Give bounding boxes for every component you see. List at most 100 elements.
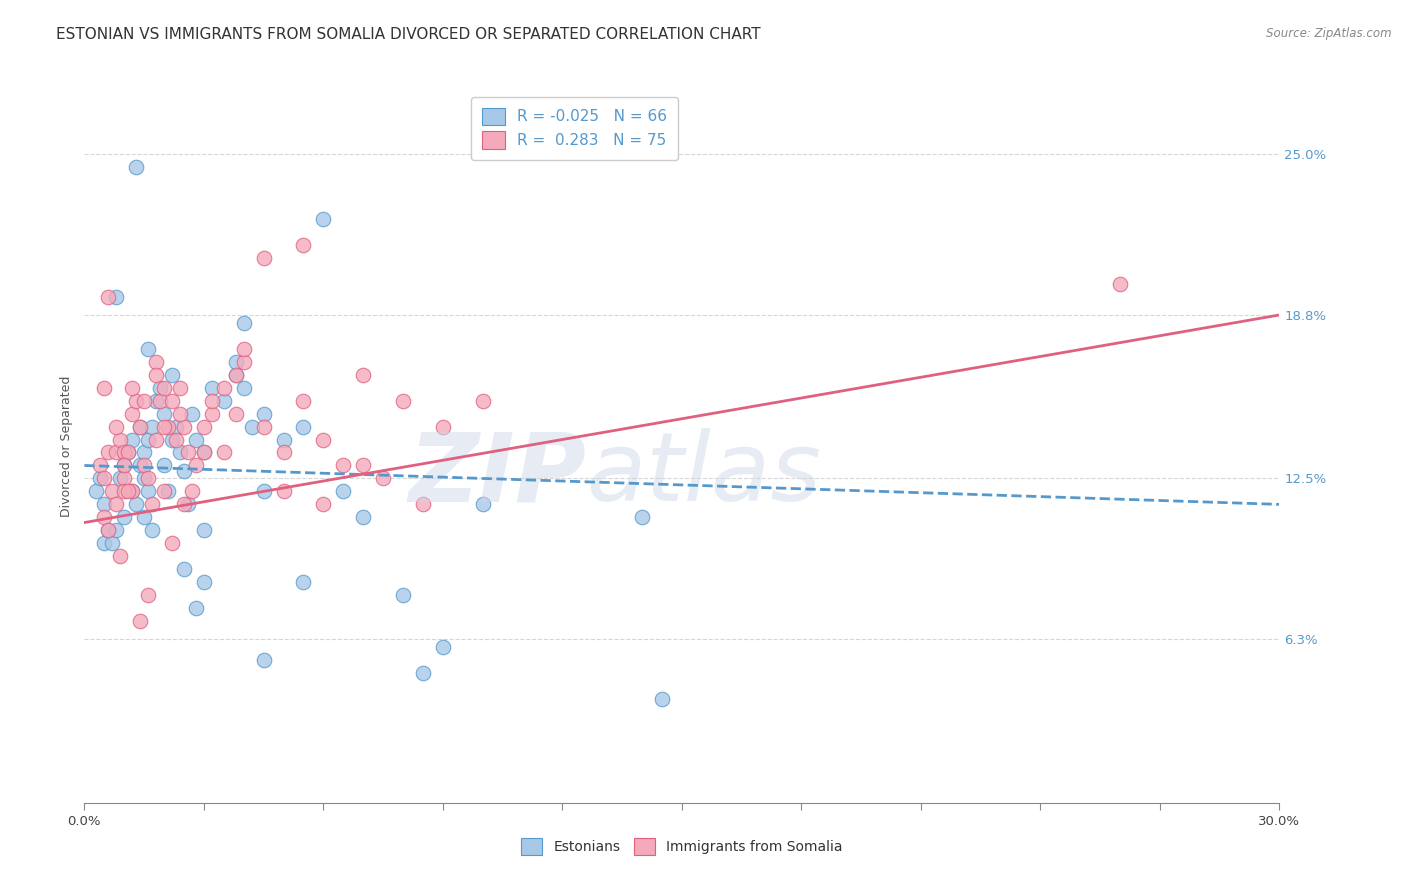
- Text: Source: ZipAtlas.com: Source: ZipAtlas.com: [1267, 27, 1392, 40]
- Point: [112, 458, 135, 473]
- Point: [89, 458, 111, 473]
- Point: [93, 471, 115, 485]
- Point: [432, 640, 454, 654]
- Text: atlas: atlas: [586, 428, 821, 521]
- Point: [253, 407, 276, 421]
- Point: [153, 407, 176, 421]
- Point: [93, 497, 115, 511]
- Point: [332, 484, 354, 499]
- Point: [412, 497, 434, 511]
- Point: [471, 393, 494, 408]
- Point: [153, 458, 176, 473]
- Point: [352, 368, 374, 382]
- Y-axis label: Divorced or Separated: Divorced or Separated: [60, 376, 73, 516]
- Point: [132, 393, 156, 408]
- Point: [129, 419, 152, 434]
- Point: [201, 393, 224, 408]
- Text: ZIP: ZIP: [408, 428, 586, 521]
- Point: [432, 419, 454, 434]
- Point: [105, 445, 128, 459]
- Point: [125, 393, 148, 408]
- Point: [1109, 277, 1132, 291]
- Point: [225, 368, 247, 382]
- Point: [392, 393, 415, 408]
- Point: [121, 407, 143, 421]
- Point: [112, 445, 135, 459]
- Point: [253, 251, 276, 265]
- Point: [273, 433, 295, 447]
- Point: [132, 458, 156, 473]
- Point: [177, 445, 200, 459]
- Point: [141, 524, 163, 538]
- Point: [232, 342, 254, 356]
- Point: [173, 464, 195, 478]
- Point: [110, 549, 132, 564]
- Point: [112, 471, 135, 485]
- Point: [352, 458, 374, 473]
- Point: [181, 484, 204, 499]
- Point: [212, 393, 235, 408]
- Point: [292, 393, 315, 408]
- Point: [332, 458, 354, 473]
- Point: [412, 666, 434, 681]
- Point: [651, 692, 673, 706]
- Point: [117, 445, 139, 459]
- Point: [173, 497, 195, 511]
- Point: [136, 484, 159, 499]
- Point: [181, 407, 204, 421]
- Point: [93, 536, 115, 550]
- Point: [273, 445, 295, 459]
- Point: [253, 653, 276, 667]
- Point: [110, 433, 132, 447]
- Point: [253, 419, 276, 434]
- Point: [145, 368, 167, 382]
- Point: [169, 445, 191, 459]
- Point: [177, 497, 200, 511]
- Point: [173, 562, 195, 576]
- Point: [153, 484, 176, 499]
- Point: [225, 368, 247, 382]
- Point: [312, 211, 335, 226]
- Point: [312, 497, 335, 511]
- Point: [101, 484, 124, 499]
- Point: [105, 524, 128, 538]
- Point: [129, 458, 152, 473]
- Point: [136, 342, 159, 356]
- Point: [157, 419, 180, 434]
- Point: [110, 471, 132, 485]
- Point: [631, 510, 654, 524]
- Point: [97, 290, 120, 304]
- Point: [292, 419, 315, 434]
- Point: [129, 419, 152, 434]
- Point: [117, 445, 139, 459]
- Point: [105, 290, 128, 304]
- Point: [212, 381, 235, 395]
- Point: [97, 445, 120, 459]
- Point: [145, 354, 167, 368]
- Point: [232, 316, 254, 330]
- Point: [112, 484, 135, 499]
- Point: [145, 433, 167, 447]
- Point: [132, 510, 156, 524]
- Point: [193, 445, 215, 459]
- Point: [141, 497, 163, 511]
- Point: [232, 381, 254, 395]
- Point: [136, 471, 159, 485]
- Point: [160, 368, 183, 382]
- Point: [160, 536, 183, 550]
- Point: [125, 497, 148, 511]
- Point: [225, 354, 247, 368]
- Point: [125, 160, 148, 174]
- Point: [292, 575, 315, 590]
- Text: ESTONIAN VS IMMIGRANTS FROM SOMALIA DIVORCED OR SEPARATED CORRELATION CHART: ESTONIAN VS IMMIGRANTS FROM SOMALIA DIVO…: [56, 27, 761, 42]
- Point: [97, 524, 120, 538]
- Point: [292, 238, 315, 252]
- Point: [273, 484, 295, 499]
- Point: [149, 381, 172, 395]
- Point: [169, 381, 191, 395]
- Point: [93, 510, 115, 524]
- Point: [392, 588, 415, 602]
- Point: [312, 433, 335, 447]
- Point: [121, 381, 143, 395]
- Point: [145, 393, 167, 408]
